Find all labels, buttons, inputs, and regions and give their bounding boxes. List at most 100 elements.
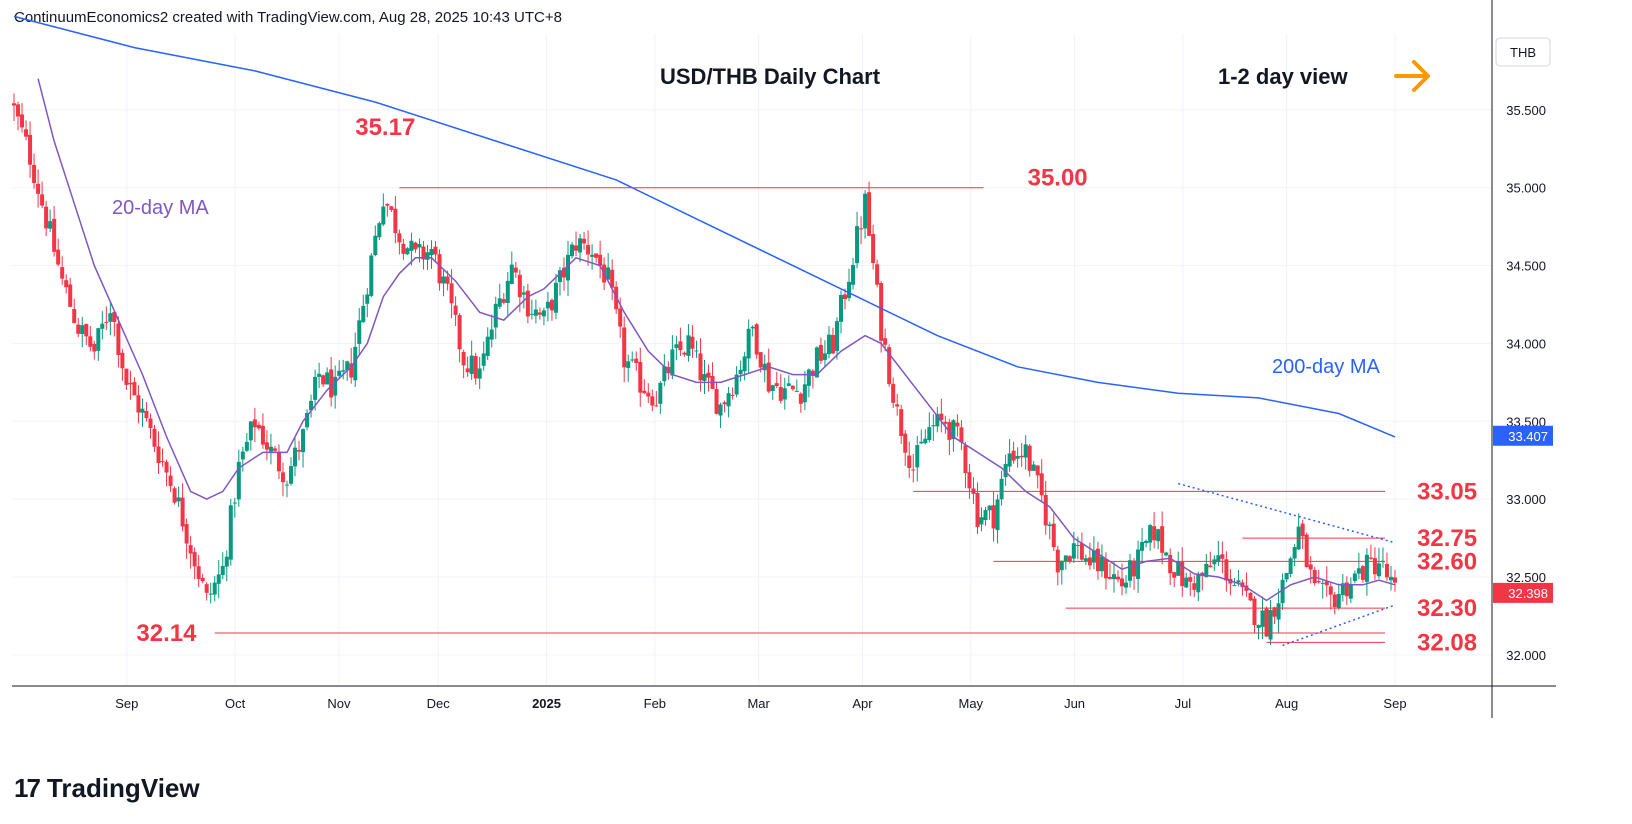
- candle-body: [521, 292, 526, 295]
- candle-body: [806, 369, 811, 386]
- candle-body: [557, 270, 562, 283]
- candle-body: [782, 388, 787, 400]
- candle-body: [822, 353, 827, 360]
- candle-body: [537, 312, 542, 315]
- candle-body: [156, 446, 161, 464]
- candle-body: [389, 206, 394, 210]
- candle-body: [722, 402, 727, 405]
- candle-body: [1272, 607, 1277, 617]
- candle-body: [1300, 523, 1305, 537]
- grid: [12, 34, 1492, 686]
- candle-body: [48, 221, 53, 229]
- candle-body: [337, 370, 342, 376]
- candle-body: [983, 510, 988, 521]
- candle-body: [598, 254, 603, 266]
- candle-body: [413, 242, 418, 250]
- candle-body: [1260, 610, 1265, 627]
- candle-body: [200, 577, 205, 582]
- candle-body: [204, 584, 209, 593]
- level-label: 32.60: [1417, 548, 1477, 575]
- candle-body: [301, 429, 306, 453]
- candle-body: [1364, 554, 1369, 582]
- candle-body: [859, 228, 864, 230]
- candle-body: [60, 267, 65, 279]
- candle-body: [1099, 556, 1104, 572]
- candle-body: [561, 267, 566, 278]
- price-badge-label: 33.407: [1508, 429, 1548, 444]
- candle-body: [1184, 577, 1189, 588]
- candle-body: [734, 374, 739, 395]
- candle-body: [192, 552, 197, 567]
- y-tick-label: 34.000: [1506, 336, 1546, 351]
- x-tick-label: Oct: [225, 696, 246, 711]
- candle-body: [457, 315, 462, 350]
- candle-body: [1132, 560, 1137, 577]
- candle-body: [1220, 554, 1225, 559]
- candle-body: [622, 327, 627, 368]
- candle-body: [662, 366, 667, 382]
- chart-attribution: ContinuumEconomics2 created with Trading…: [14, 9, 562, 26]
- level-label: 35.00: [1028, 165, 1088, 192]
- candle-body: [441, 276, 446, 284]
- candle-body: [770, 385, 775, 392]
- candle-body: [116, 323, 121, 355]
- candle-body: [545, 301, 550, 309]
- candle-body: [1280, 579, 1285, 604]
- candle-body: [1164, 552, 1169, 556]
- candle-body: [401, 243, 406, 254]
- candle-body: [1103, 558, 1108, 579]
- candle-body: [826, 334, 831, 354]
- candle-body: [1152, 526, 1157, 541]
- candles: [12, 93, 1397, 646]
- level-label: 32.14: [136, 620, 197, 647]
- candle-body: [943, 421, 948, 424]
- price-badge-label: 32.398: [1508, 586, 1548, 601]
- candle-body: [325, 372, 330, 385]
- view-label: 1-2 day view: [1218, 64, 1349, 89]
- candle-body: [718, 404, 723, 416]
- candle-body: [1248, 592, 1253, 601]
- candle-body: [437, 254, 442, 284]
- candle-body: [911, 469, 916, 471]
- price-chart-svg[interactable]: 35.500 35.000 34.500 34.000 33.500 33.000 32.5…: [0, 0, 1632, 750]
- candle-body: [895, 404, 900, 407]
- level-label: 32.75: [1417, 525, 1477, 552]
- x-tick-label: Aug: [1275, 696, 1298, 711]
- candle-body: [967, 472, 972, 489]
- candle-body: [658, 382, 663, 404]
- candle-body: [421, 246, 426, 260]
- candle-body: [915, 445, 920, 468]
- candle-body: [272, 448, 277, 451]
- candle-body: [626, 361, 631, 368]
- candle-body: [465, 368, 470, 373]
- candle-body: [1384, 563, 1389, 578]
- candle-body: [425, 252, 430, 260]
- trendline-lower: [1282, 604, 1396, 647]
- candle-body: [790, 385, 795, 390]
- candle-body: [305, 412, 310, 428]
- ma20-line: [37, 78, 1396, 602]
- currency-label: THB: [1510, 45, 1536, 60]
- candle-body: [1236, 580, 1241, 583]
- candle-body: [578, 238, 583, 253]
- chart-area[interactable]: 35.500 35.000 34.500 34.000 33.500 33.000 32.5…: [0, 0, 1632, 750]
- candle-body: [236, 461, 241, 500]
- candle-body: [172, 488, 177, 503]
- candle-body: [959, 427, 964, 443]
- candle-body: [76, 324, 81, 334]
- candle-body: [244, 441, 249, 451]
- tradingview-logo[interactable]: 17 TradingView: [14, 773, 200, 804]
- candle-body: [385, 203, 390, 206]
- candle-body: [1011, 450, 1016, 461]
- candle-body: [670, 349, 675, 376]
- candle-body: [1284, 573, 1289, 580]
- chart-title: USD/THB Daily Chart: [660, 64, 881, 89]
- candle-body: [758, 352, 763, 368]
- candle-body: [674, 344, 679, 348]
- candle-body: [883, 338, 888, 345]
- candle-body: [513, 267, 518, 273]
- candle-body: [1120, 578, 1125, 587]
- candle-body: [132, 382, 137, 396]
- x-tick-label: Jun: [1064, 696, 1085, 711]
- candle-body: [176, 497, 181, 502]
